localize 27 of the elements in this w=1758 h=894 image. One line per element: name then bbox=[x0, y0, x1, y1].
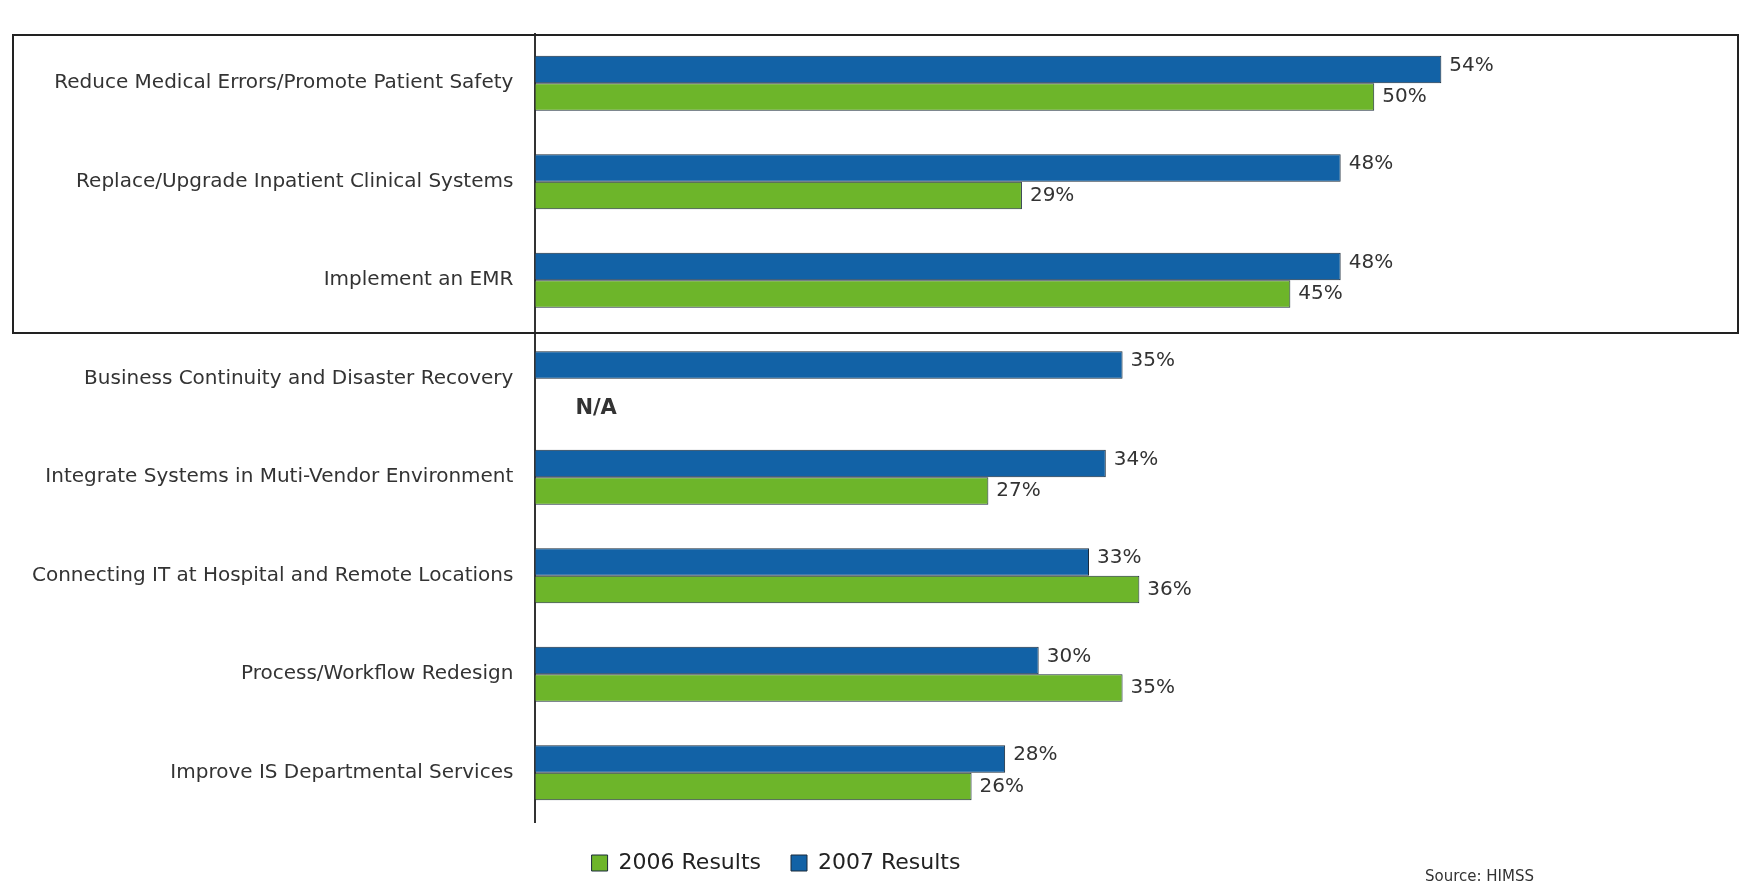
data-label: 48% bbox=[1348, 248, 1394, 273]
data-label: 34% bbox=[1113, 445, 1159, 470]
data-label: 28% bbox=[1013, 741, 1058, 766]
data-label: 33% bbox=[1097, 544, 1142, 569]
data-label: 50% bbox=[1382, 83, 1427, 108]
data-label: 35% bbox=[1130, 347, 1176, 372]
y-tick-label: Connecting IT at Hospital and Remote Locations bbox=[32, 561, 514, 586]
data-label: 48% bbox=[1348, 150, 1394, 175]
data-label: 54% bbox=[1449, 51, 1494, 76]
data-label: 35% bbox=[1130, 674, 1176, 699]
data-label: 45% bbox=[1298, 280, 1343, 305]
legend-label: 2007 Results bbox=[818, 848, 961, 874]
y-tick-label: Improve IS Departmental Services bbox=[170, 758, 514, 783]
y-tick-label: Business Continuity and Disaster Recovery bbox=[84, 364, 514, 389]
data-label: 30% bbox=[1046, 642, 1092, 667]
data-label: 36% bbox=[1147, 575, 1192, 600]
legend-label: 2006 Results bbox=[618, 848, 761, 874]
y-tick-label: Replace/Upgrade Inpatient Clinical Systems bbox=[76, 167, 514, 192]
y-tick-label: Process/Workflow Redesign bbox=[240, 660, 514, 685]
data-label: 26% bbox=[979, 772, 1025, 797]
source-note: Source: HIMSS bbox=[1425, 867, 1535, 885]
y-tick-label: Integrate Systems in Muti-Vendor Environment bbox=[45, 463, 514, 488]
data-label: 29% bbox=[1029, 181, 1075, 206]
data-label: 27% bbox=[996, 477, 1041, 502]
annotation: N/A bbox=[575, 394, 617, 419]
y-tick-label: Implement an EMR bbox=[323, 266, 514, 291]
y-tick-label: Reduce Medical Errors/Promote Patient Safety bbox=[54, 69, 514, 94]
